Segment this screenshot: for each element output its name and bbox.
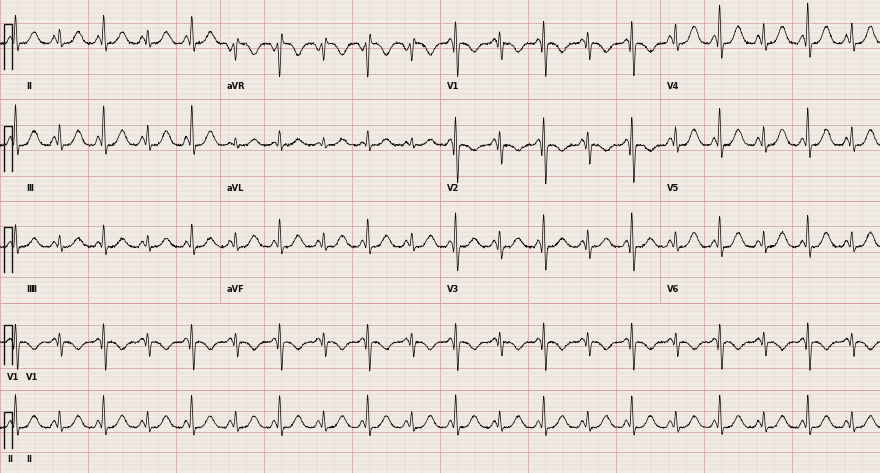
Text: aVR: aVR	[227, 82, 246, 91]
Text: V4: V4	[667, 82, 679, 91]
Text: II: II	[7, 455, 13, 464]
Text: V3: V3	[447, 285, 459, 294]
Text: II: II	[26, 455, 33, 464]
Text: V2: V2	[447, 184, 459, 193]
Text: III: III	[26, 285, 35, 294]
Text: III: III	[28, 285, 37, 294]
Text: aVF: aVF	[227, 285, 245, 294]
Text: V1: V1	[26, 373, 39, 382]
Text: II: II	[28, 184, 34, 193]
Text: V5: V5	[667, 184, 679, 193]
Text: II: II	[26, 184, 33, 193]
Text: V6: V6	[667, 285, 679, 294]
Text: I: I	[28, 82, 31, 91]
Text: I: I	[26, 82, 29, 91]
Text: aVL: aVL	[227, 184, 245, 193]
Text: V1: V1	[7, 373, 19, 382]
Text: V1: V1	[447, 82, 459, 91]
